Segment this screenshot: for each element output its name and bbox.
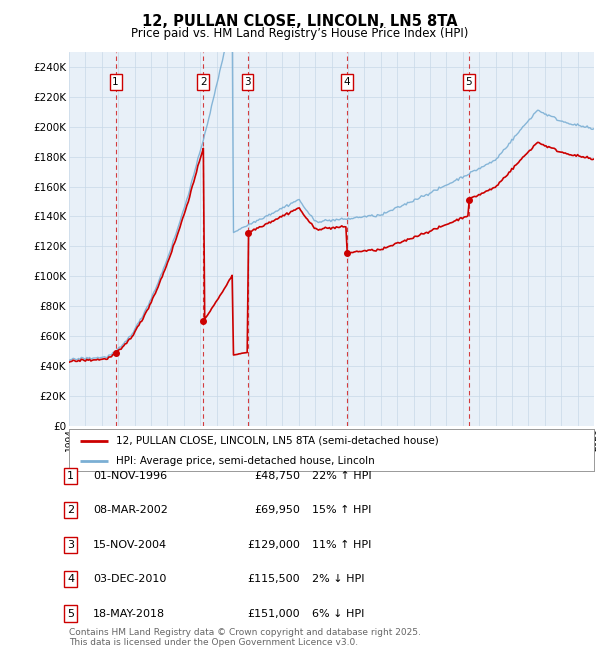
Text: £151,000: £151,000 — [247, 608, 300, 619]
Text: HPI: Average price, semi-detached house, Lincoln: HPI: Average price, semi-detached house,… — [116, 456, 375, 465]
Text: 2% ↓ HPI: 2% ↓ HPI — [312, 574, 365, 584]
Text: 2: 2 — [200, 77, 206, 87]
Text: 4: 4 — [343, 77, 350, 87]
Text: 1: 1 — [67, 471, 74, 481]
Text: 15-NOV-2004: 15-NOV-2004 — [93, 540, 167, 550]
Text: £69,950: £69,950 — [254, 505, 300, 515]
Text: 12, PULLAN CLOSE, LINCOLN, LN5 8TA: 12, PULLAN CLOSE, LINCOLN, LN5 8TA — [142, 14, 458, 29]
Text: £48,750: £48,750 — [254, 471, 300, 481]
Text: Price paid vs. HM Land Registry’s House Price Index (HPI): Price paid vs. HM Land Registry’s House … — [131, 27, 469, 40]
Text: 5: 5 — [67, 608, 74, 619]
Text: 12, PULLAN CLOSE, LINCOLN, LN5 8TA (semi-detached house): 12, PULLAN CLOSE, LINCOLN, LN5 8TA (semi… — [116, 436, 439, 446]
Text: 5: 5 — [466, 77, 472, 87]
Text: £115,500: £115,500 — [247, 574, 300, 584]
Text: 22% ↑ HPI: 22% ↑ HPI — [312, 471, 371, 481]
Text: £129,000: £129,000 — [247, 540, 300, 550]
Text: 1: 1 — [112, 77, 119, 87]
Text: 11% ↑ HPI: 11% ↑ HPI — [312, 540, 371, 550]
Text: Contains HM Land Registry data © Crown copyright and database right 2025.
This d: Contains HM Land Registry data © Crown c… — [69, 628, 421, 647]
Text: 18-MAY-2018: 18-MAY-2018 — [93, 608, 165, 619]
Text: 4: 4 — [67, 574, 74, 584]
Text: 3: 3 — [244, 77, 251, 87]
Text: 15% ↑ HPI: 15% ↑ HPI — [312, 505, 371, 515]
Text: 2: 2 — [67, 505, 74, 515]
Text: 3: 3 — [67, 540, 74, 550]
Text: 08-MAR-2002: 08-MAR-2002 — [93, 505, 168, 515]
Text: 01-NOV-1996: 01-NOV-1996 — [93, 471, 167, 481]
Text: 03-DEC-2010: 03-DEC-2010 — [93, 574, 166, 584]
Text: 6% ↓ HPI: 6% ↓ HPI — [312, 608, 364, 619]
